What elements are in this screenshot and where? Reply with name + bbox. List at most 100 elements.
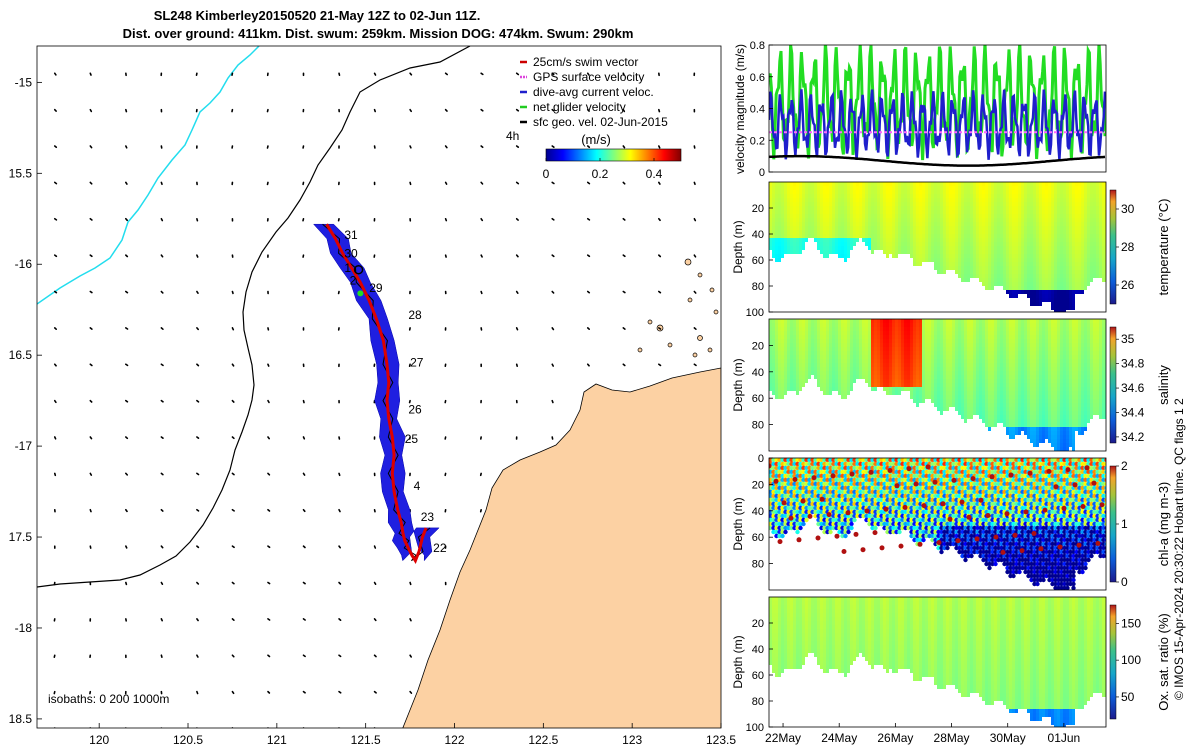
section-cell [910, 359, 913, 363]
section-cell [877, 226, 880, 230]
section-cell [997, 331, 1000, 335]
section-cell [892, 238, 895, 242]
section-cell [973, 274, 976, 278]
section-cell [904, 351, 907, 355]
section-cell [1027, 391, 1030, 395]
section-cell [1024, 423, 1027, 427]
section-cell [982, 399, 985, 403]
section-cell [1027, 262, 1030, 266]
section-cell [925, 198, 928, 202]
section-cell [1018, 375, 1021, 379]
section-cell [922, 327, 925, 331]
section-cell [970, 363, 973, 367]
section-cell [1048, 230, 1051, 234]
section-cell [1036, 411, 1039, 415]
section-cell [943, 331, 946, 335]
section-cell [1012, 182, 1015, 186]
section-cell [994, 331, 997, 335]
section-cell [997, 222, 1000, 226]
section-cell [931, 363, 934, 367]
section-cell [988, 355, 991, 359]
section-cell [1018, 351, 1021, 355]
section-cell [964, 371, 967, 375]
surface-vector [196, 327, 199, 331]
section-cell [826, 355, 829, 359]
section-cell [895, 367, 898, 371]
section-cell [982, 355, 985, 359]
section-cell [802, 214, 805, 218]
section-cell [892, 347, 895, 351]
section-cell [949, 266, 952, 270]
section-cell [1018, 234, 1021, 238]
surface-vector [267, 581, 271, 585]
section-cell [1051, 254, 1054, 258]
section-cell [910, 218, 913, 222]
section-cell [1027, 359, 1030, 363]
section-cell [1042, 274, 1045, 278]
section-cell [973, 202, 976, 206]
section-cell [1084, 206, 1087, 210]
section-cell [781, 327, 784, 331]
section-cell [955, 226, 958, 230]
section-cell [889, 210, 892, 214]
section-cell [1045, 355, 1048, 359]
section-cell [1066, 202, 1069, 206]
section-cell [1069, 210, 1072, 214]
section-cell [1039, 250, 1042, 254]
section-cell [793, 383, 796, 387]
section-cell [844, 250, 847, 254]
section-cell [973, 262, 976, 266]
section-cell [943, 254, 946, 258]
section-cell [781, 182, 784, 186]
section-cell [1066, 190, 1069, 194]
section-cell [964, 335, 967, 339]
surface-vector [125, 145, 128, 149]
section-cell [838, 254, 841, 258]
section-cell [1015, 218, 1018, 222]
section-cell [823, 351, 826, 355]
section-cell [1060, 182, 1063, 186]
section-cell [1051, 234, 1054, 238]
section-cell [1006, 194, 1009, 198]
section-cell [838, 367, 841, 371]
section-cell [928, 339, 931, 343]
section-cell [859, 323, 862, 327]
section-cell [844, 258, 847, 262]
surface-vector [125, 254, 129, 258]
section-cell [841, 182, 844, 186]
section-cell [922, 202, 925, 206]
section-cell [946, 339, 949, 343]
section-cell [895, 339, 898, 343]
section-cell [853, 218, 856, 222]
section-cell [964, 319, 967, 323]
section-cell [769, 387, 772, 391]
section-cell [877, 230, 880, 234]
section-cell [934, 194, 937, 198]
section-cell [1096, 274, 1099, 278]
surface-vector [515, 181, 520, 185]
section-cell [1033, 266, 1036, 270]
section-cell [961, 246, 964, 250]
section-cell [802, 186, 805, 190]
section-cell [952, 206, 955, 210]
section-cell [1039, 254, 1042, 258]
section-cell [790, 206, 793, 210]
section-cell [1069, 222, 1072, 226]
section-cell [991, 351, 994, 355]
section-cell [1033, 423, 1036, 427]
section-cell [970, 190, 973, 194]
section-cell [1039, 218, 1042, 222]
section-cell [808, 182, 811, 186]
section-cell [832, 234, 835, 238]
section-cell [1069, 274, 1072, 278]
section-cell [946, 371, 949, 375]
section-cell [1105, 270, 1106, 274]
section-cell [823, 371, 826, 375]
section-cell [820, 387, 823, 391]
section-cell [1015, 339, 1018, 343]
section-cell [1039, 431, 1042, 435]
section-cell [910, 363, 913, 367]
section-cell [988, 387, 991, 391]
section-cell [931, 210, 934, 214]
section-cell [1009, 186, 1012, 190]
